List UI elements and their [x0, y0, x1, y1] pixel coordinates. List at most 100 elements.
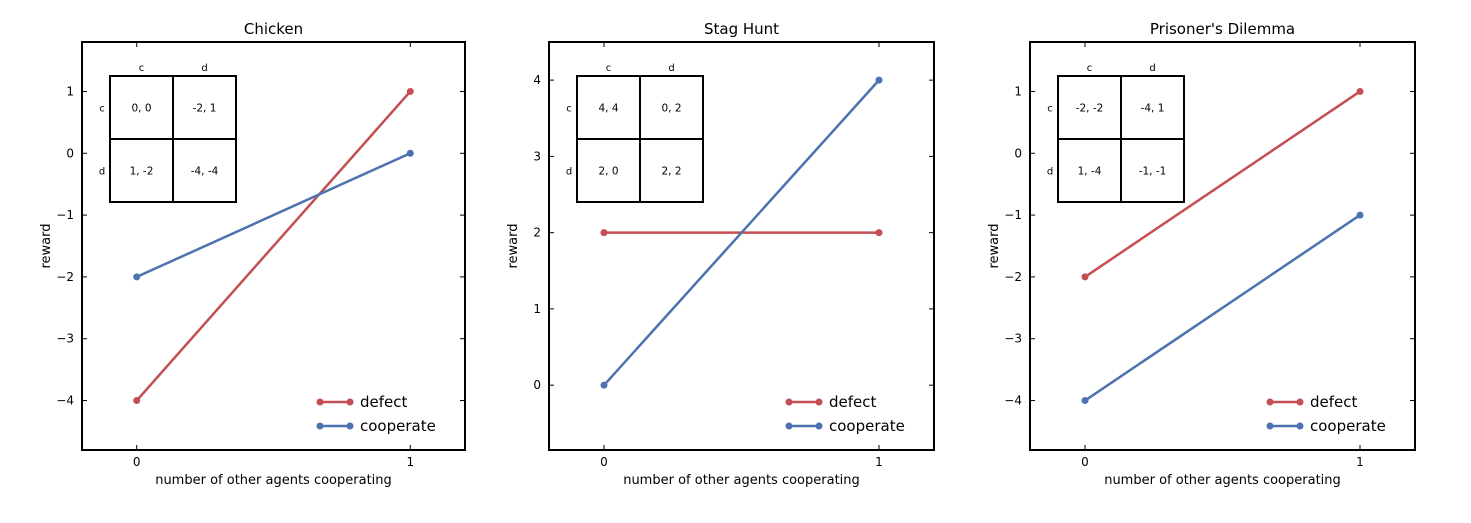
- matrix-col-label: d: [668, 63, 674, 74]
- x-tick-label: 1: [406, 455, 414, 469]
- legend-label-defect: defect: [829, 393, 877, 411]
- matrix-cell-value: -2, -2: [1076, 103, 1104, 115]
- matrix-cell: [1120, 138, 1185, 203]
- x-tick-label: 0: [600, 455, 608, 469]
- legend-label-cooperate: cooperate: [1310, 417, 1386, 435]
- data-point-defect: [406, 87, 414, 95]
- chart-title: Chicken: [244, 20, 303, 38]
- matrix-cell: [172, 75, 237, 140]
- matrix-col-label: d: [201, 63, 207, 74]
- series-line-cooperate: [136, 152, 411, 279]
- data-point-defect: [1356, 87, 1364, 95]
- y-tick-label: 2: [533, 226, 541, 240]
- plot-frame: [81, 41, 466, 451]
- legend-label-cooperate: cooperate: [829, 417, 905, 435]
- legend-label-cooperate: cooperate: [360, 417, 436, 435]
- legend-marker: [785, 398, 793, 406]
- matrix-col-label: d: [1149, 63, 1155, 74]
- data-point-defect: [875, 229, 883, 237]
- matrix-cell-value: -1, -1: [1139, 166, 1167, 178]
- legend-marker: [815, 398, 823, 406]
- y-tick-label: −3: [1004, 332, 1022, 346]
- x-axis-label: number of other agents cooperating: [1104, 473, 1341, 488]
- data-point-cooperate: [133, 273, 141, 281]
- chart-panel: Chicken 1 0 −1 −2 −3 −4 0 1 number of other agent…: [39, 20, 466, 488]
- matrix-row-label: d: [99, 167, 105, 178]
- matrix-cell-value: -4, 1: [1141, 103, 1165, 115]
- matrix-cell: [639, 138, 704, 203]
- legend-marker: [1266, 398, 1274, 406]
- legend-marker: [316, 422, 324, 430]
- x-tick-label: 1: [1356, 455, 1364, 469]
- matrix-cell-value: 2, 0: [598, 166, 618, 178]
- matrix-cell: [1057, 138, 1122, 203]
- chart-title: Prisoner's Dilemma: [1150, 20, 1295, 38]
- data-point-cooperate: [875, 76, 883, 84]
- y-axis-label: reward: [39, 223, 54, 268]
- legend-marker: [1296, 422, 1304, 430]
- x-axis-label: number of other agents cooperating: [623, 473, 860, 488]
- y-tick-label: −2: [1004, 270, 1022, 284]
- legend-label-defect: defect: [1310, 393, 1358, 411]
- y-tick-label: 4: [533, 73, 541, 87]
- y-tick-label: −4: [1004, 394, 1022, 408]
- plot-frame: [548, 41, 935, 451]
- matrix-row-label: c: [1047, 104, 1053, 115]
- matrix-row-label: d: [1047, 167, 1053, 178]
- data-point-cooperate: [1356, 211, 1364, 219]
- matrix-row-label: c: [99, 104, 105, 115]
- matrix-col-label: c: [606, 63, 612, 74]
- matrix-cell-value: 0, 0: [131, 103, 151, 115]
- series-line-cooperate: [603, 79, 880, 387]
- matrix-cell-value: 4, 4: [598, 103, 618, 115]
- x-tick-label: 1: [875, 455, 883, 469]
- data-point-cooperate: [1081, 397, 1089, 405]
- y-tick-label: 3: [533, 149, 541, 163]
- y-tick-label: 1: [533, 302, 541, 316]
- chart-panel: Stag Hunt 4 3 2 1 0 0 1 number of other agents c…: [506, 20, 935, 488]
- matrix-cell-value: 1, -2: [130, 166, 154, 178]
- legend-marker: [815, 422, 823, 430]
- series-line-cooperate: [1084, 214, 1361, 402]
- x-axis-label: number of other agents cooperating: [155, 473, 392, 488]
- plot-frame: [1029, 41, 1416, 451]
- series-line-defect: [135, 90, 412, 402]
- matrix-cell-value: 0, 2: [661, 103, 681, 115]
- matrix-cell: [172, 138, 237, 203]
- data-point-defect: [133, 397, 141, 405]
- legend-marker: [1296, 398, 1304, 406]
- chart-title: Stag Hunt: [704, 20, 779, 38]
- y-tick-label: −1: [56, 208, 74, 222]
- y-axis-label: reward: [987, 223, 1002, 268]
- x-tick-label: 0: [1081, 455, 1089, 469]
- legend-marker: [346, 398, 354, 406]
- y-tick-label: 0: [533, 378, 541, 392]
- matrix-cell: [109, 138, 174, 203]
- legend-marker: [785, 422, 793, 430]
- data-point-defect: [1081, 273, 1089, 281]
- y-tick-label: 0: [66, 146, 74, 160]
- y-tick-label: −4: [56, 394, 74, 408]
- matrix-cell-value: -2, 1: [193, 103, 217, 115]
- matrix-col-label: c: [1087, 63, 1093, 74]
- data-point-cooperate: [600, 381, 608, 389]
- matrix-row-label: d: [566, 167, 572, 178]
- matrix-cell-value: 2, 2: [661, 166, 681, 178]
- legend-label-defect: defect: [360, 393, 408, 411]
- legend-marker: [316, 398, 324, 406]
- y-tick-label: 0: [1014, 146, 1022, 160]
- matrix-cell: [1057, 75, 1122, 140]
- matrix-cell-value: -4, -4: [191, 166, 219, 178]
- y-axis-label: reward: [506, 223, 521, 268]
- legend-marker: [346, 422, 354, 430]
- x-tick-label: 0: [133, 455, 141, 469]
- y-tick-label: −1: [1004, 208, 1022, 222]
- matrix-cell-value: 1, -4: [1078, 166, 1102, 178]
- y-tick-label: 1: [1014, 84, 1022, 98]
- series-line-defect: [1084, 90, 1361, 278]
- matrix-row-label: c: [566, 104, 572, 115]
- matrix-cell: [639, 75, 704, 140]
- y-tick-label: 1: [66, 84, 74, 98]
